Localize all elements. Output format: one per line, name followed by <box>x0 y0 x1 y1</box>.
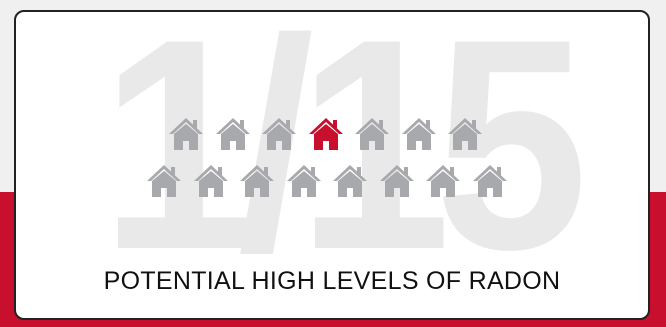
house-icon <box>215 116 251 152</box>
house-icon <box>354 116 390 152</box>
infographic-card: 1/15 POTENTIAL HIGH LEVELS OF RADON <box>14 10 650 320</box>
house-icon <box>425 163 461 199</box>
house-icon <box>193 163 229 199</box>
house-icon <box>146 163 182 199</box>
caption-text: POTENTIAL HIGH LEVELS OF RADON <box>103 267 561 295</box>
house-icon <box>332 163 368 199</box>
house-icon <box>401 116 437 152</box>
house-icon <box>168 116 204 152</box>
house-icon <box>379 163 415 199</box>
big-fraction-number: 1/15 <box>100 10 588 312</box>
house-icon <box>286 163 322 199</box>
house-icon <box>472 163 508 199</box>
house-icon-highlighted <box>308 116 344 152</box>
house-icon <box>239 163 275 199</box>
house-icon <box>447 116 483 152</box>
house-icon <box>261 116 297 152</box>
